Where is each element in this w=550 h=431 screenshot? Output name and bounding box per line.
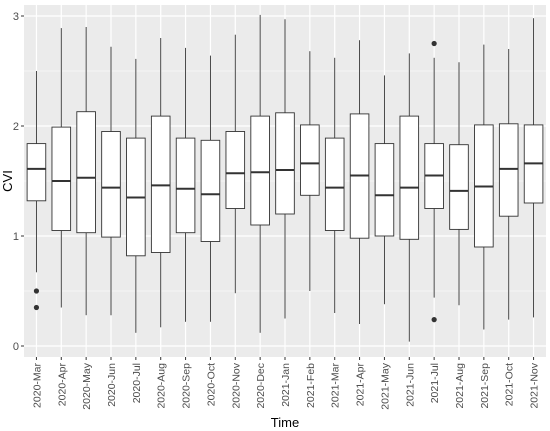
- box-group: [374, 75, 395, 305]
- y-axis: 0 1 2 3: [13, 11, 24, 353]
- x-tick-label: 2021-Aug: [454, 363, 466, 409]
- box-group: [324, 57, 345, 313]
- x-tick-label: 2021-Oct: [504, 363, 516, 406]
- box-group: [26, 71, 47, 311]
- x-tick-label: 2020-Aug: [156, 363, 168, 409]
- x-tick-label: 2020-Mar: [31, 363, 43, 408]
- x-tick-label: 2020-Sep: [181, 363, 193, 409]
- x-tick-label: 2021-Feb: [305, 363, 317, 408]
- x-tick-label: 2021-Nov: [529, 362, 541, 408]
- box-group: [51, 28, 72, 308]
- box-group: [449, 62, 469, 306]
- box-group: [76, 27, 96, 316]
- box-group: [399, 53, 420, 342]
- box-group: [200, 55, 221, 322]
- outlier-point: [431, 40, 437, 47]
- box-group: [349, 40, 370, 324]
- x-tick-label: 2021-Jun: [404, 363, 416, 407]
- iqr-box: [449, 144, 469, 230]
- y-tick-label: 3: [13, 11, 19, 23]
- box-series: [26, 14, 544, 342]
- iqr-box: [150, 115, 171, 253]
- x-tick-label: 2021-May: [379, 362, 391, 409]
- box-group: [300, 51, 320, 291]
- box-group: [250, 14, 270, 333]
- x-tick-label: 2020-Oct: [205, 363, 217, 406]
- outlier-point: [33, 304, 40, 311]
- x-tick-label: 2020-Jun: [106, 363, 118, 407]
- outlier-point: [431, 317, 437, 323]
- x-tick-label: 2021-Jul: [429, 363, 441, 403]
- box-group: [175, 47, 196, 322]
- iqr-box: [51, 126, 72, 231]
- x-tick-label: 2020-Nov: [230, 362, 242, 408]
- x-tick-label: 2021-Sep: [479, 363, 491, 409]
- box-group: [126, 58, 146, 333]
- x-tick-label: 2020-Dec: [255, 363, 267, 409]
- iqr-box: [374, 143, 395, 237]
- box-group: [225, 34, 246, 294]
- iqr-box: [175, 137, 196, 234]
- box-group: [101, 46, 121, 316]
- iqr-box: [200, 139, 221, 242]
- iqr-box: [275, 112, 295, 215]
- box-group: [474, 44, 494, 330]
- y-tick-label: 0: [13, 341, 19, 353]
- iqr-box: [76, 111, 96, 234]
- y-axis-title: CVI: [0, 170, 15, 192]
- iqr-box: [26, 143, 47, 202]
- y-tick-label: 2: [13, 121, 19, 133]
- x-tick-label: 2021-Mar: [330, 363, 342, 408]
- box-group: [150, 38, 171, 328]
- iqr-box: [300, 124, 320, 196]
- x-tick-label: 2020-Apr: [56, 363, 68, 407]
- iqr-box: [250, 115, 270, 226]
- x-axis-title: Time: [271, 415, 299, 430]
- outlier-point: [33, 288, 40, 294]
- iqr-box: [399, 115, 420, 240]
- y-tick-label: 1: [13, 231, 19, 243]
- x-tick-label: 2020-Jul: [131, 363, 143, 403]
- x-tick-label: 2021-Apr: [355, 363, 367, 407]
- iqr-box: [101, 131, 121, 238]
- x-tick-label: 2021-Jan: [280, 363, 292, 407]
- box-group: [498, 49, 519, 320]
- iqr-box: [498, 123, 519, 217]
- box-group: [424, 40, 444, 323]
- x-axis: 2020-Mar 2020-Apr 2020-May 2020-Jun 2020-Jul…: [31, 357, 541, 410]
- box-group: [523, 18, 544, 318]
- iqr-box: [324, 137, 345, 231]
- box-group: [275, 19, 295, 319]
- iqr-box: [225, 131, 246, 209]
- x-tick-label: 2020-May: [81, 362, 93, 409]
